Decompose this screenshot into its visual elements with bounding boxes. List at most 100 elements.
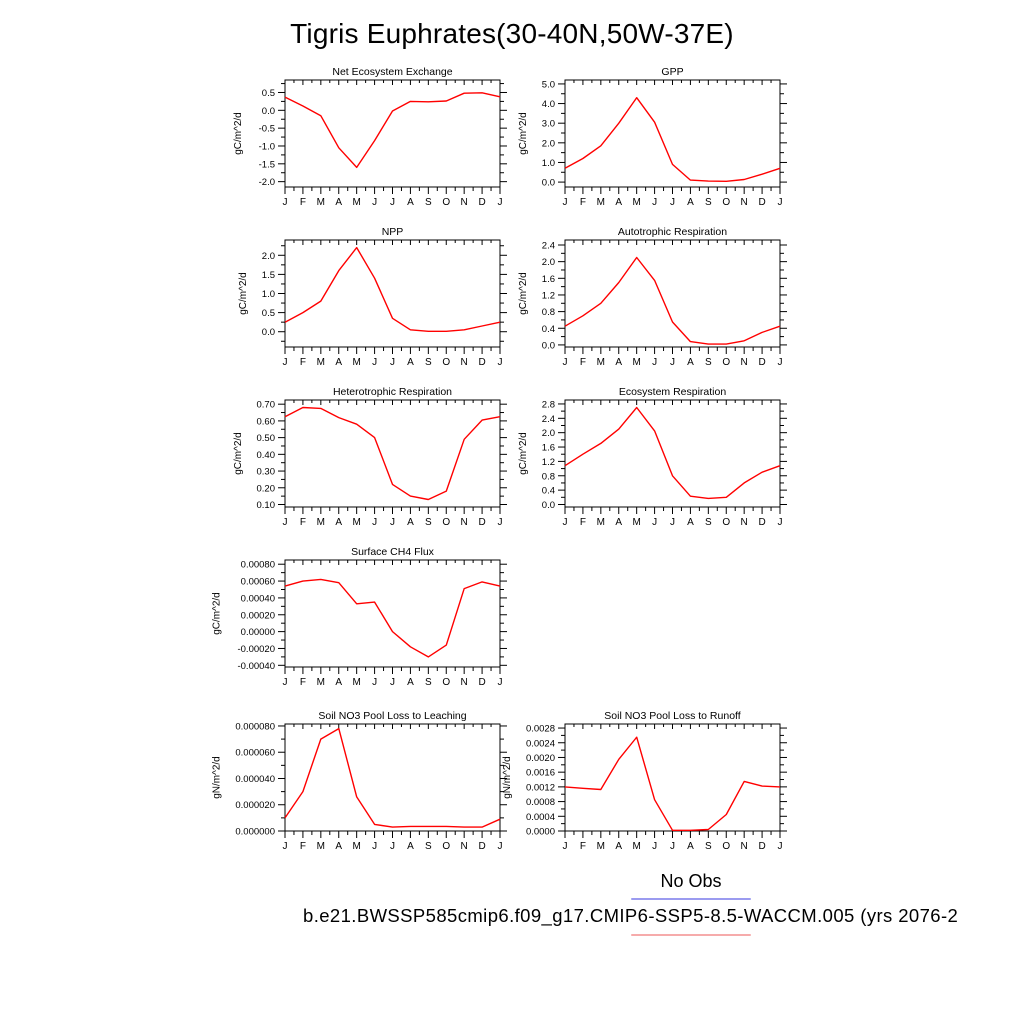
x-tick-label: M (632, 197, 640, 208)
series-line (284, 246, 501, 332)
legend-no-obs-line (631, 898, 751, 900)
y-tick-label: 0.0004 (526, 812, 555, 823)
y-tick-label: 4.0 (542, 99, 555, 110)
x-tick-label: D (758, 357, 765, 368)
panel-soil-no3-loss-runoff: Soil NO3 Pool Loss to Runoff gN/m^2/d 0.00… (502, 710, 787, 852)
x-tick-label: F (300, 357, 306, 368)
y-tick-label: 1.6 (542, 443, 555, 454)
y-tick-label: -2.0 (259, 177, 275, 188)
legend-model-line (631, 934, 751, 936)
x-tick-label: A (615, 197, 622, 208)
x-tick-label: M (597, 841, 605, 852)
x-tick-label: A (335, 197, 342, 208)
y-tick-label: 0.00020 (241, 610, 275, 621)
y-tick-label: 2.8 (542, 399, 555, 410)
y-tick-label: 0.40 (257, 450, 276, 461)
y-tick-label: 1.2 (542, 457, 555, 468)
y-tick-label: 1.0 (262, 289, 275, 300)
axis-box (564, 399, 781, 508)
panel-soil-no3-loss-leaching: Soil NO3 Pool Loss to Leaching gN/m^2/d 0.… (212, 710, 507, 852)
x-tick-label: F (580, 517, 586, 528)
series-line (564, 736, 781, 831)
x-tick-label: N (461, 841, 468, 852)
y-tick-label: 0.0 (262, 327, 275, 338)
y-tick-label: 0.8 (542, 307, 555, 318)
x-tick-label: M (352, 841, 360, 852)
y-tick-label: 2.0 (542, 257, 555, 268)
x-tick-label: J (670, 357, 675, 368)
x-tick-label: O (442, 357, 450, 368)
x-tick-label: S (425, 517, 432, 528)
y-axis-label: gC/m^2/d (518, 432, 529, 475)
y-tick-label: 0.0 (542, 340, 555, 351)
panel-title: Surface CH4 Flux (351, 546, 435, 558)
x-tick-label: J (652, 841, 657, 852)
panel-title: Autotrophic Respiration (618, 226, 727, 238)
x-tick-label: J (563, 197, 568, 208)
y-tick-label: 0.0024 (526, 738, 555, 749)
x-tick-label: O (722, 197, 730, 208)
panel-title: Soil NO3 Pool Loss to Runoff (604, 710, 740, 722)
y-tick-label: 1.2 (542, 290, 555, 301)
x-tick-label: J (778, 197, 783, 208)
x-tick-label: D (478, 517, 485, 528)
legend-model-label: b.e21.BWSSP585cmip6.f09_g17.CMIP6-SSP5-8… (303, 905, 959, 926)
x-tick-label: M (632, 357, 640, 368)
y-tick-label: -1.0 (259, 141, 275, 152)
x-tick-label: A (615, 517, 622, 528)
y-tick-label: 2.0 (542, 138, 555, 149)
y-axis-label: gC/m^2/d (518, 112, 529, 155)
y-tick-label: 0.0 (542, 500, 555, 511)
x-tick-label: J (670, 517, 675, 528)
y-tick-label: -0.5 (259, 124, 275, 135)
x-tick-label: F (580, 841, 586, 852)
panel-heterotrophic-respiration: Heterotrophic Respiration gC/m^2/d 0.70 0.6… (233, 386, 507, 528)
x-tick-label: A (335, 357, 342, 368)
x-tick-label: N (461, 677, 468, 688)
x-tick-label: S (705, 517, 712, 528)
series-line (284, 727, 501, 828)
x-tick-label: N (741, 357, 748, 368)
x-tick-label: A (407, 841, 414, 852)
x-tick-label: S (705, 197, 712, 208)
legend-no-obs-label: No Obs (660, 871, 722, 891)
y-tick-label: 0.20 (257, 483, 276, 494)
y-tick-label: 0.4 (542, 324, 555, 335)
x-tick-label: D (478, 677, 485, 688)
x-tick-label: F (580, 197, 586, 208)
x-tick-label: M (352, 517, 360, 528)
series-line (284, 578, 501, 658)
x-tick-label: S (425, 841, 432, 852)
y-axis-label: gC/m^2/d (212, 592, 223, 635)
x-tick-label: M (352, 357, 360, 368)
y-tick-label: 0.0012 (526, 782, 555, 793)
y-tick-label: 0.000020 (235, 800, 275, 811)
y-tick-label: 0.8 (542, 471, 555, 482)
y-tick-label: 2.0 (542, 428, 555, 439)
panel-ecosystem-respiration: Ecosystem Respiration gC/m^2/d 2.8 2.4 2.0 1.… (518, 386, 787, 528)
x-tick-label: D (478, 841, 485, 852)
axis-box (284, 239, 501, 348)
x-tick-label: M (317, 197, 325, 208)
x-tick-label: J (372, 841, 377, 852)
x-tick-label: A (335, 841, 342, 852)
x-tick-label: D (478, 357, 485, 368)
x-tick-label: A (687, 517, 694, 528)
x-tick-label: J (372, 517, 377, 528)
y-tick-label: -0.00040 (237, 661, 275, 672)
x-tick-label: N (461, 357, 468, 368)
axis-box (564, 723, 781, 832)
y-tick-label: 2.0 (262, 251, 275, 262)
x-tick-label: M (317, 517, 325, 528)
y-tick-label: 0.00000 (241, 627, 275, 638)
axis-box (284, 399, 501, 508)
y-tick-label: 1.5 (262, 270, 275, 281)
x-tick-label: A (615, 841, 622, 852)
y-axis-label: gC/m^2/d (518, 272, 529, 315)
y-tick-label: 0.60 (257, 416, 276, 427)
y-axis-label: gN/m^2/d (502, 756, 513, 799)
x-tick-label: M (352, 197, 360, 208)
y-tick-label: 0.70 (257, 400, 276, 411)
